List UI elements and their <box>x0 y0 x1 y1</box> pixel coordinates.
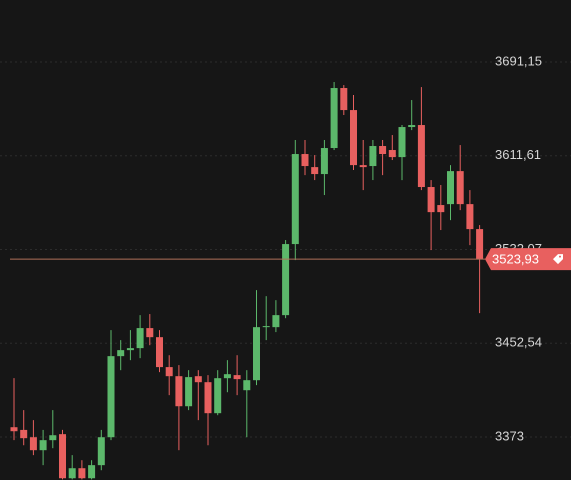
candle-body <box>185 377 193 407</box>
candle-body <box>369 146 377 167</box>
candle-body <box>320 148 328 175</box>
candle-body <box>379 146 387 155</box>
candle-body <box>29 437 37 451</box>
candle-body <box>476 229 484 260</box>
candle-body <box>456 171 464 205</box>
y-tick-label: 3373 <box>495 428 524 443</box>
candle-body <box>175 376 183 407</box>
candle-body <box>330 88 338 149</box>
candle-body <box>437 205 445 213</box>
candle-body <box>340 88 348 111</box>
candle-body <box>126 348 134 351</box>
candle-body <box>204 382 212 414</box>
candle-body <box>301 154 309 167</box>
candle-body <box>49 435 57 441</box>
candle-body <box>88 465 96 479</box>
candle-body <box>417 125 425 188</box>
y-tick-label: 3611,61 <box>495 147 541 162</box>
candle-body <box>262 326 270 328</box>
candle-body <box>253 327 260 381</box>
candle-body <box>10 427 18 432</box>
candle-body <box>194 376 202 383</box>
candle-body <box>427 187 435 213</box>
candle-body <box>243 380 251 391</box>
candle-body <box>233 375 241 380</box>
candle-body <box>350 110 357 166</box>
candle-body <box>136 328 144 349</box>
candle-body <box>466 204 474 230</box>
last-price-box <box>485 248 571 271</box>
candle-body <box>146 328 154 338</box>
y-tick-label: 3691,15 <box>495 53 542 68</box>
candle-body <box>272 315 280 328</box>
last-price-label: 3523,93 <box>492 252 539 267</box>
candle-body <box>408 125 416 128</box>
candle-body <box>398 127 406 158</box>
tag-hole <box>559 255 561 258</box>
candle-body <box>97 437 105 466</box>
candle-body <box>447 171 454 205</box>
candle-body <box>59 434 66 479</box>
candle-body <box>291 154 299 245</box>
candle-body <box>223 374 231 379</box>
candle-body <box>156 337 163 368</box>
candle-body <box>311 167 319 175</box>
candle-body <box>78 468 86 479</box>
candle-body <box>117 350 125 357</box>
candle-body <box>165 367 173 377</box>
candle-body <box>68 468 76 479</box>
candle-body <box>214 378 222 414</box>
candle-body <box>388 150 396 158</box>
candle-body <box>20 429 28 439</box>
candle-body <box>359 165 367 168</box>
y-tick-label: 3452,54 <box>495 335 542 350</box>
candle-body <box>39 440 47 451</box>
candle-body <box>282 244 290 316</box>
candle-body <box>107 356 115 438</box>
